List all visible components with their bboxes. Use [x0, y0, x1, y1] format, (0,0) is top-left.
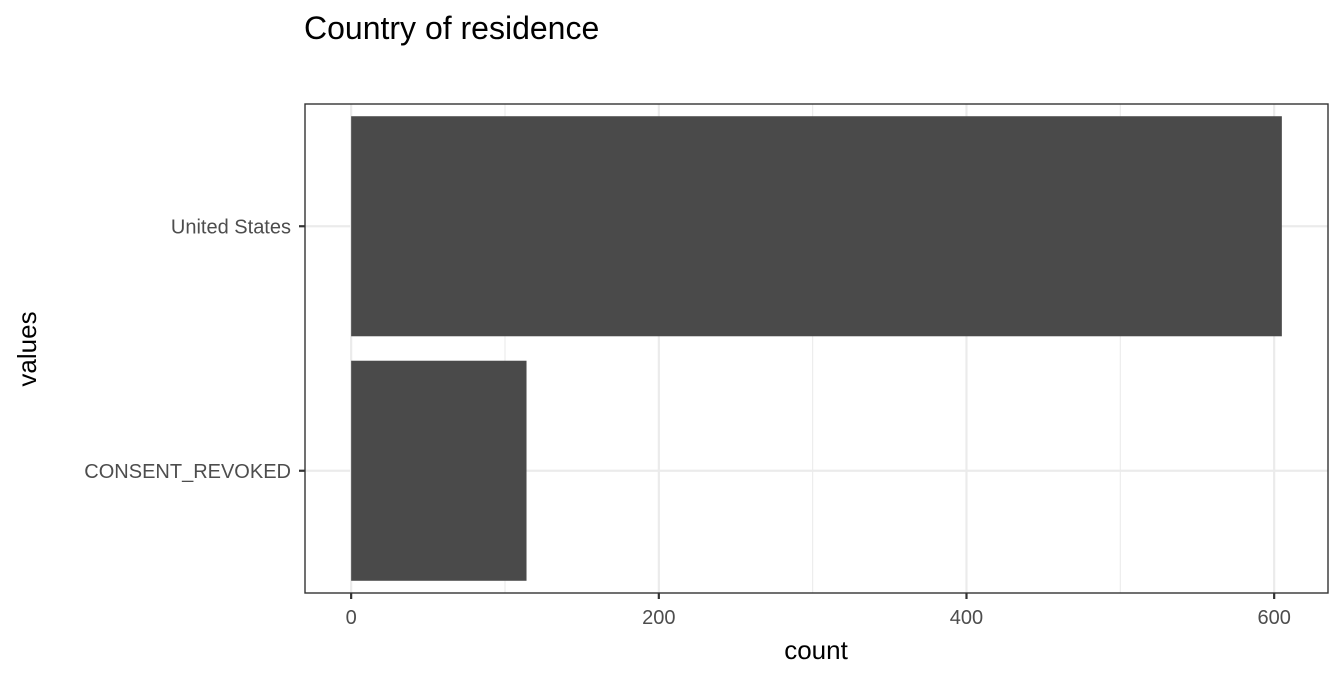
x-tick-label: 600 [1257, 607, 1290, 629]
bars [351, 116, 1282, 581]
x-tick-label: 200 [642, 607, 675, 629]
y-tick-label: United States [171, 216, 291, 238]
axes: United States CONSENT_REVOKED 0 200 400 600 [84, 216, 1291, 629]
x-axis-title: count [784, 635, 848, 665]
x-tick-label: 400 [950, 607, 983, 629]
bar-1 [351, 360, 527, 581]
bar-0 [351, 116, 1282, 337]
y-tick-label: CONSENT_REVOKED [84, 461, 291, 483]
x-tick-label: 0 [346, 607, 357, 629]
chart-title: Country of residence [304, 10, 599, 46]
panel-border [304, 103, 1329, 594]
y-axis-title: values [12, 311, 42, 386]
